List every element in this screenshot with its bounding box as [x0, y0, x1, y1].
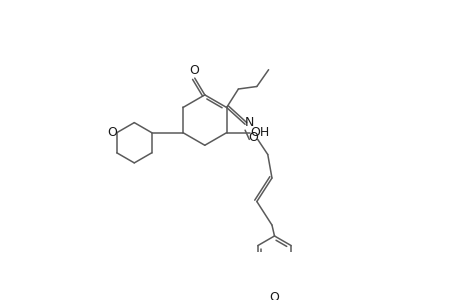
Text: O: O — [269, 291, 279, 300]
Text: O: O — [106, 126, 117, 139]
Text: O: O — [189, 64, 198, 77]
Text: N: N — [244, 116, 253, 129]
Text: OH: OH — [250, 126, 269, 139]
Text: O: O — [248, 131, 258, 144]
